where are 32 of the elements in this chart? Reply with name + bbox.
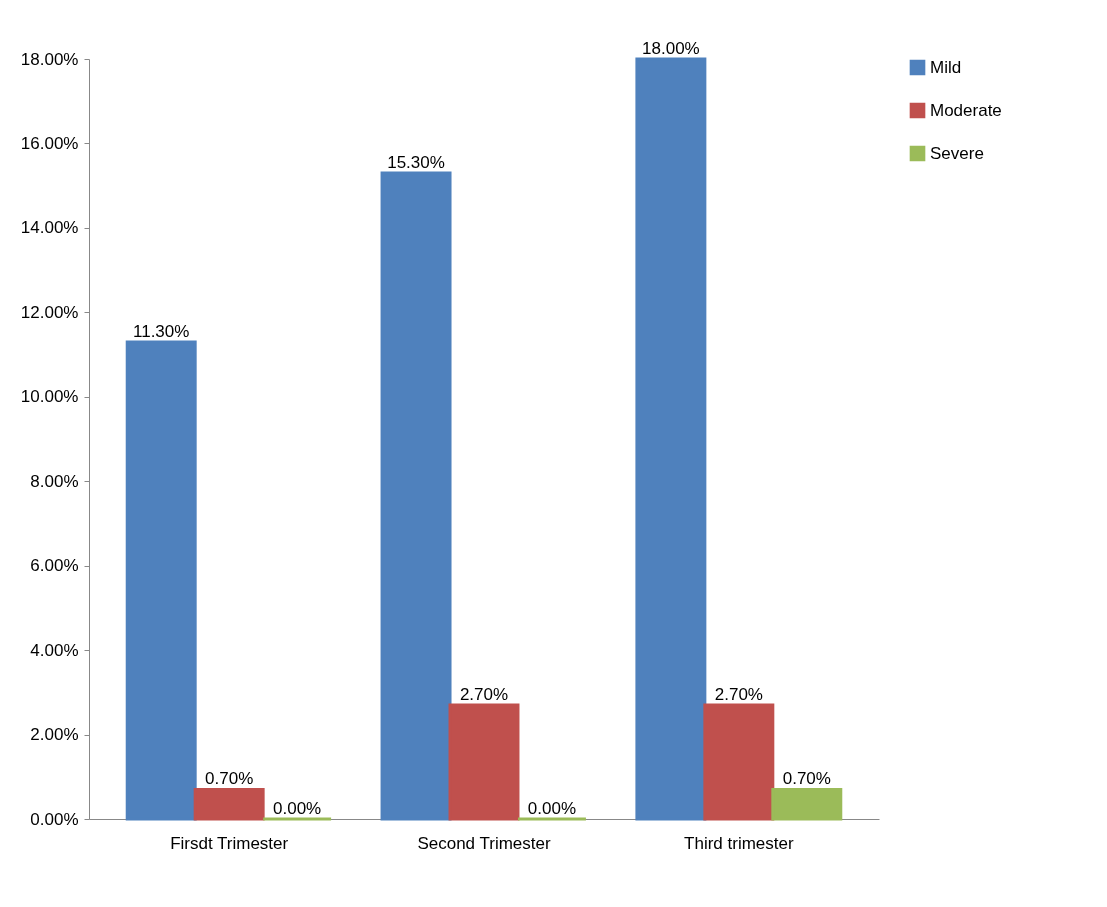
y-tick-label: 14.00%: [20, 218, 79, 238]
x-tick-label: Third trimester: [684, 833, 794, 853]
bar: [193, 787, 265, 821]
data-label: 2.70%: [714, 685, 763, 704]
y-tick-label: 4.00%: [30, 640, 79, 660]
data-label: 15.30%: [387, 153, 445, 172]
data-label: 11.30%: [133, 321, 190, 341]
data-label: 18.00%: [642, 39, 700, 58]
data-label: 0.70%: [205, 769, 254, 789]
y-tick-label: 10.00%: [20, 387, 79, 407]
y-tick-label: 16.00%: [20, 133, 79, 153]
y-tick-label: 6.00%: [30, 556, 79, 576]
y-tick-label: 0.00%: [30, 809, 79, 829]
y-tick-label: 2.00%: [30, 725, 79, 745]
data-label: 0.00%: [527, 799, 577, 818]
data-label: 0.70%: [782, 769, 831, 789]
legend-label: Severe: [930, 143, 984, 163]
y-tick-label: 8.00%: [30, 471, 79, 491]
x-tick-label: Second Trimester: [417, 833, 551, 853]
y-tick-label: 18.00%: [20, 49, 79, 69]
x-tick-label: Firsdt Trimester: [170, 833, 289, 853]
legend-label: Moderate: [930, 100, 1002, 120]
bar: [125, 340, 197, 821]
legend-label: Mild: [930, 57, 962, 77]
bar: [703, 703, 775, 821]
data-label: 2.70%: [459, 685, 509, 704]
bar: [635, 57, 707, 821]
bar: [380, 171, 452, 821]
bar: [448, 703, 520, 821]
bar: [771, 787, 843, 821]
y-tick-label: 12.00%: [20, 302, 79, 322]
data-label: 0.00%: [273, 799, 322, 818]
